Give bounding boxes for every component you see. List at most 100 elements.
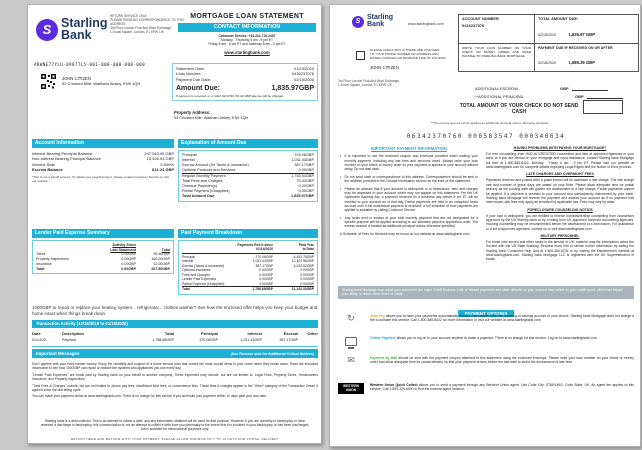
row-value: 0.00GBP <box>298 184 314 188</box>
transaction-row: 01/14/20 Payment 1,788.68GBP 370.08GBP 1… <box>32 338 298 343</box>
row-value: 376.08GBP <box>294 153 314 157</box>
explanation-table: Principal 376.08GBP Interest 1,031.43GBP E… <box>178 150 318 202</box>
payment-info-bullet: Any funds sent in excess of your total m… <box>340 216 478 229</box>
payer-name: JOHN CITIZEN <box>370 65 399 70</box>
address-change-checkbox <box>356 51 365 60</box>
payoff-footnote: *This is not a payoff amount. To obtain … <box>32 174 169 183</box>
col-header: Activity Since Last Statement <box>110 243 136 252</box>
additional-escrow-row: ADDITIONAL ESCROW GBP <box>475 86 635 91</box>
table-row: Partial Payment (Unapplied) 0.00GBP 0.00GB… <box>182 281 314 286</box>
starling-logo-small: S Starling Bank <box>352 14 393 28</box>
payment-coupon-grid: ACCOUNT NUMBER 0416237076 TOTAL AMOUNT D… <box>458 14 639 72</box>
return-address-line: 3rd Floor London Fruit And Wool Exchange… <box>110 26 172 30</box>
return-address-line: RETURN SERVICE ONLY <box>110 14 148 18</box>
row-label: Escrow Balance <box>32 166 63 172</box>
payment-options-header-wrap: PAYMENT OPTIONS <box>330 302 642 320</box>
envelope-icon: ✉ <box>347 355 355 365</box>
computer-icon <box>338 336 364 349</box>
contact-lines: Customer Service: +44-211-710-2457 Monda… <box>178 34 316 46</box>
detach-instruction: DETACH HERE AND RETURN WITH YOUR PAYMENT… <box>70 437 280 441</box>
transaction-table: Date Description Total Principal Interes… <box>32 331 318 347</box>
statement-page: S Starling Bank RETURN SERVICE ONLY PLEA… <box>27 4 322 444</box>
account-info-table: Interest Bearing Principal Balance 247,5… <box>32 151 174 183</box>
row-value: 812.24 GBP <box>151 166 174 172</box>
autopay-icon: ↻ <box>347 313 355 323</box>
row-label: Regular Monthly Payment <box>182 174 226 178</box>
late-payment-cell: PAYMENT DUE IF RECEIVED ON OR AFTER 02/1… <box>535 43 639 72</box>
account-number-cell: ACCOUNT NUMBER 0416237076 <box>459 15 535 44</box>
message-paragraph: "Lender Paid Expenses" are funds paid by… <box>32 372 318 381</box>
total-due-amount: 1,835.97 GBP <box>568 31 595 37</box>
starling-logo-icon: S <box>36 18 58 41</box>
row-label: Optional Products and Services <box>182 168 236 172</box>
additional-principal-label: **ADDITIONAL PRINCIPAL <box>475 94 524 99</box>
customer-service-line: Customer Service: +44-211-710-2457 <box>218 34 276 38</box>
row-label: Principal <box>182 153 197 157</box>
brand-name: Starling Bank <box>61 17 108 42</box>
additional-escrow-label: ADDITIONAL ESCROW <box>475 86 518 91</box>
table-row: Interest 1,031.43GBP <box>182 158 314 163</box>
notices-column: HAVING PROBLEMS WITH PAYING YOUR MORTGAG… <box>486 146 634 262</box>
row-value: 0.00GBP <box>298 168 314 172</box>
row-label: Escrow Amount (for Taxes & Insurance) <box>182 163 249 167</box>
property-address-label: Property Address: <box>174 110 211 115</box>
total-check-label: TOTAL AMOUNT OF YOUR CHECK DO NOT SEND C… <box>459 103 579 116</box>
return-address: RETURN SERVICE ONLY PLEASE SEND NO CORRE… <box>110 14 188 34</box>
row-value: 02/15/2020 <box>293 76 314 82</box>
recipient-block: JOHN CITIZEN 52 Crooked Mile, Waltham Ab… <box>62 76 172 86</box>
table-total-row: Total 0.00GBP 267.50GBP <box>36 266 170 271</box>
important-messages-title: Important Messages <box>36 351 80 356</box>
summary-row: Payment Due Date: 02/15/2020 <box>176 77 314 82</box>
option-text: allows you to log on to your account any… <box>396 336 597 340</box>
check-amount-box <box>583 100 623 114</box>
row-label: Total Amount Due <box>182 194 215 198</box>
recipient-name: JOHN CITIZEN <box>62 76 91 81</box>
notice-body: If your loan is delinquent, you are enti… <box>486 213 634 231</box>
remit-address: 3rd Floor London Fruit And Wool Exchange… <box>338 79 400 87</box>
excess-amount-note: **The excess amount will be applied as a… <box>430 121 550 125</box>
option-name: Online Payment <box>370 336 396 340</box>
account-number-label: ACCOUNT NUMBER <box>462 17 499 21</box>
explanation-header: Explanation of Amount Due <box>178 139 318 148</box>
reverse-side-note: (See Reverse side for Additional Critica… <box>230 351 314 356</box>
message-paragraph: You can make your payment online at www.… <box>32 394 267 399</box>
credit-bureau-notice: Starling bank Mortgage may report your a… <box>338 286 634 299</box>
row-value: 247,543.95 GBP <box>144 151 174 156</box>
address-change-note: PLEASE CHECK BOX IF THERE ARE CHANGES TO… <box>370 48 446 60</box>
table-row: Overdue Payment(s) 0.00GBP <box>182 184 314 189</box>
row-label: Payment Due Date: <box>176 76 211 82</box>
table-row: Total Fees and Charges 70.43GBP <box>182 179 314 184</box>
row-value: 5.000% <box>160 161 174 167</box>
notice-heading: FORECLOSURE COUNSELING NOTICE <box>527 207 593 212</box>
row-label: Interest Bearing Principal Balance <box>32 151 93 156</box>
past-payment-table: Payments Rec'd since 01/14/2020 Paid Year… <box>178 240 318 295</box>
row-label: Interest Rate <box>32 161 55 167</box>
coupon-page: S Starling Bank www.starlingbank.com ACC… <box>329 4 641 447</box>
row-label: Non-Interest Bearing Principal Balance <box>32 156 101 162</box>
row-value: 1,031.43GBP <box>291 158 314 162</box>
option-name: Auto-Pay <box>370 314 385 318</box>
notice-body: For free counselling from HUD-ACCREDITED… <box>486 152 634 170</box>
principal-amount-blank <box>587 95 623 99</box>
row-label: Overdue Payment(s) <box>182 184 218 188</box>
row-label: Partial Payment (Unapplied) <box>182 189 230 193</box>
table-header-row: Date Description Total Principal Interes… <box>32 331 318 336</box>
table-row: Insurance 0.00GBP 12.00GBP <box>36 261 170 266</box>
option-text: should be sent with the payment coupon a… <box>370 356 634 365</box>
return-address-line: PLEASE SEND NO CORRESPONDENCE TO THIS AD… <box>110 18 184 26</box>
important-payment-info-header: IMPORTANT PAYMENT INFORMATION <box>371 146 447 151</box>
row-value: 70.43GBP <box>296 179 314 183</box>
contact-info-header: CONTACT INFORMATION <box>178 23 316 32</box>
table-row: Optional Products and Services 0.00GBP <box>182 168 314 173</box>
table-row: Regular Monthly Payment 1,765.54GBP <box>182 173 314 179</box>
lender-paid-header: Lender Paid Expense Summary <box>32 229 174 238</box>
hours-line: Friday 8 am - 6 pm ET and Saturday 8 am … <box>208 42 286 47</box>
payment-options-header: PAYMENT OPTIONS <box>457 310 515 317</box>
option-text: allows you to send a payment through any… <box>370 383 634 392</box>
col-header: Paid Year to Date <box>298 243 314 252</box>
notice-heading: MILITARY PERSONNEL <box>540 233 580 238</box>
table-row: Interest Rate 5.000% <box>32 162 174 167</box>
payment-option-mail: ✉ Payment by Mail should be sent with th… <box>338 356 634 365</box>
option-name: Payment by Mail <box>370 356 398 360</box>
